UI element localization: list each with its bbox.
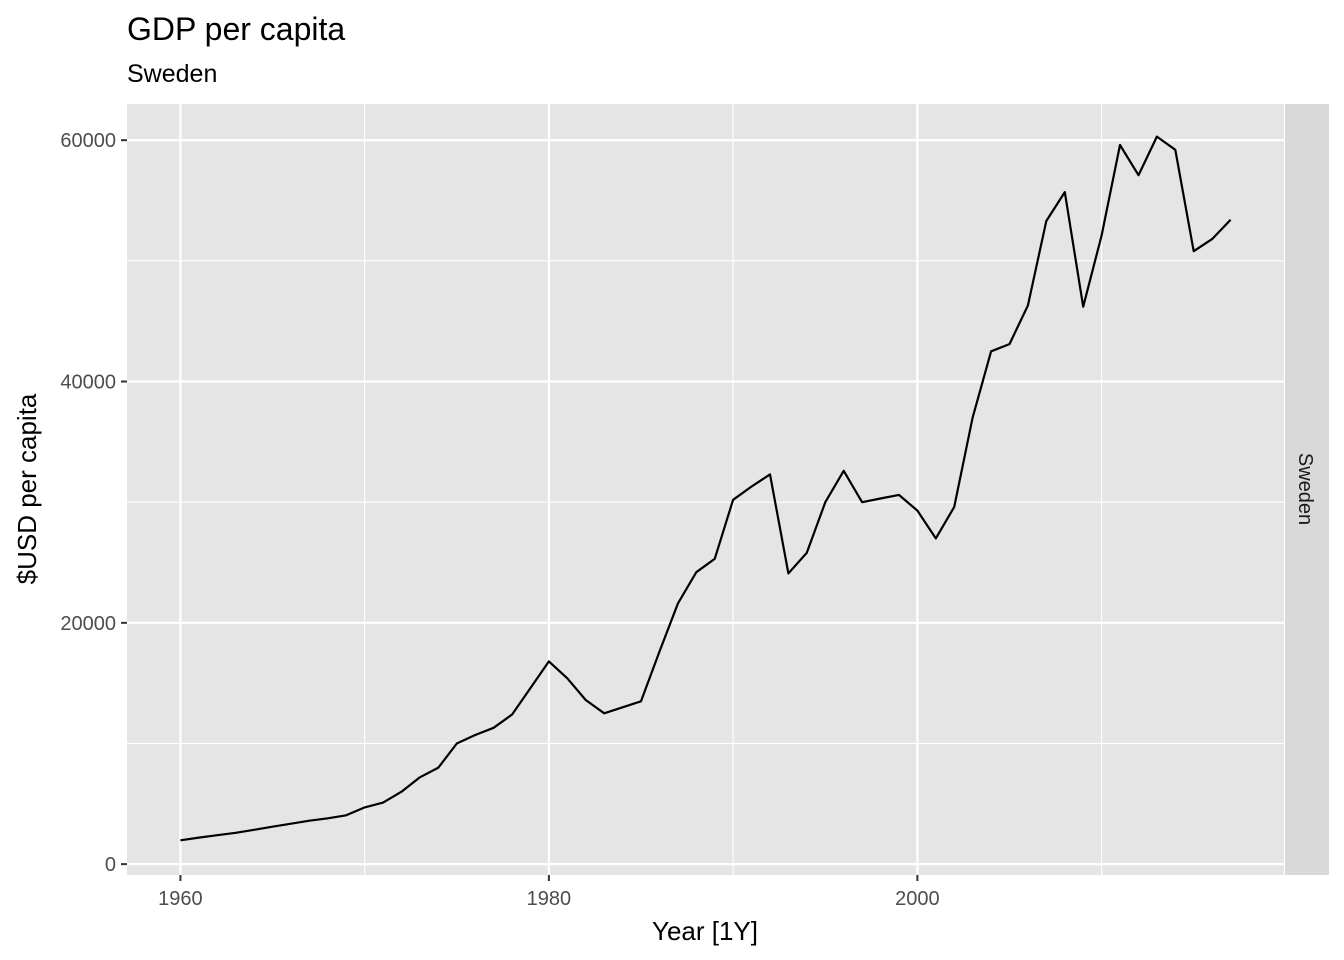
y-tick-label: 60000 [60,130,116,152]
y-tick-label: 20000 [60,613,116,635]
y-axis: 0 20000 40000 60000 [60,130,127,876]
facet-strip-label: Sweden [1294,453,1316,525]
facet-strip [1285,104,1329,875]
x-axis: 1960 1980 2000 [158,875,940,910]
y-tick-label: 40000 [60,372,116,394]
chart-subtitle: Sweden [127,60,217,88]
y-axis-title: $USD per capita [12,393,42,584]
x-axis-title: Year [1Y] [652,916,758,946]
x-tick-label: 1980 [527,888,572,910]
y-tick-label: 0 [105,854,116,876]
x-tick-label: 1960 [158,888,203,910]
gdp-series-line [180,135,1232,842]
chart-title: GDP per capita [127,11,345,47]
x-tick-label: 2000 [895,888,940,910]
major-gridlines [127,104,1284,875]
series-layer [180,135,1232,842]
plot-panel [127,104,1284,875]
